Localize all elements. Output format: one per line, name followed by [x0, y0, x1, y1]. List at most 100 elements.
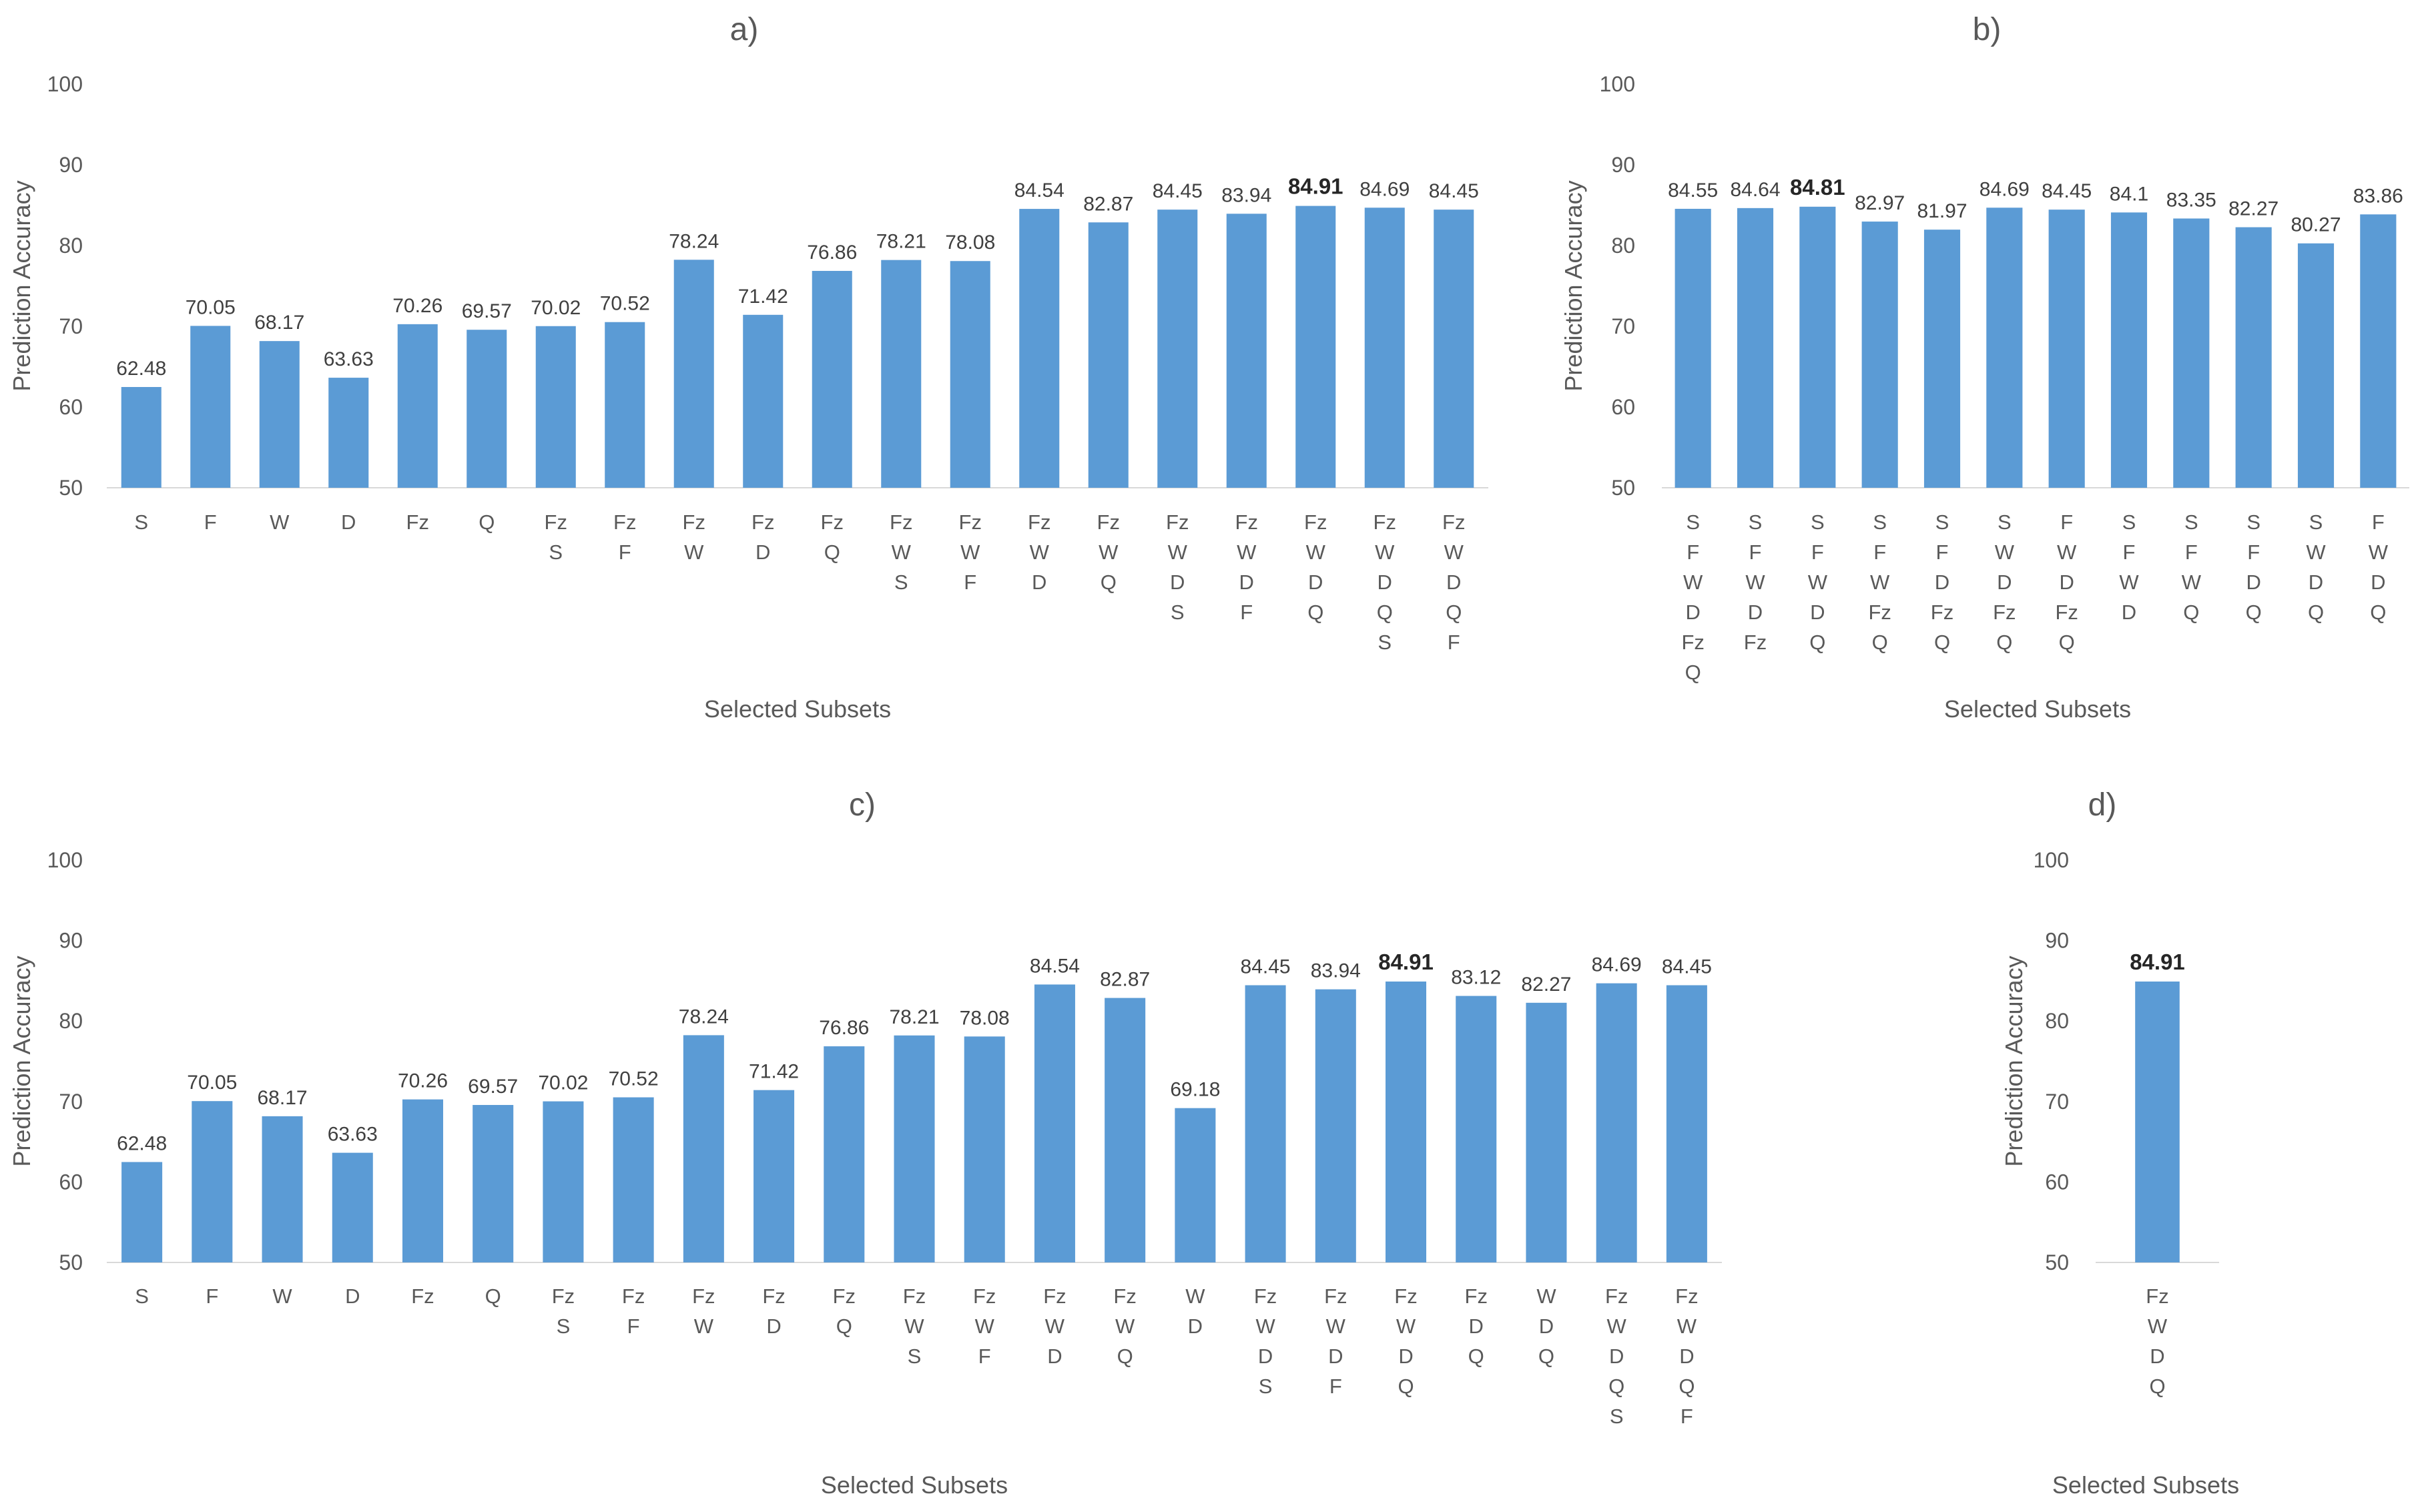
y-tick-label: 100 — [47, 72, 83, 96]
bar — [2297, 243, 2335, 488]
y-tick-label: 80 — [59, 1009, 83, 1033]
data-label: 76.86 — [807, 242, 857, 264]
bar — [673, 260, 714, 488]
bar — [1386, 981, 1427, 1262]
bar — [1799, 206, 1836, 488]
y-axis-title-b: Prediction Accuracy — [1560, 180, 1587, 391]
bar — [605, 322, 645, 488]
data-label: 81.97 — [1917, 200, 1967, 222]
data-label: 82.97 — [1855, 192, 1905, 214]
bar — [1088, 222, 1129, 488]
data-label: 69.18 — [1170, 1079, 1220, 1101]
y-tick-label: 50 — [1611, 476, 1635, 500]
data-label: 84.1 — [2110, 183, 2148, 205]
y-tick-label: 90 — [2045, 929, 2069, 953]
data-label: 70.05 — [187, 1072, 237, 1094]
category-label: W — [272, 1284, 292, 1308]
y-axis-title-c: Prediction Accuracy — [8, 956, 35, 1166]
bar — [473, 1104, 514, 1262]
y-tick-label: 80 — [1611, 234, 1635, 258]
category-label: Q — [485, 1284, 501, 1308]
y-tick-label: 80 — [2045, 1009, 2069, 1033]
category-label: Fz W D Q S — [1605, 1284, 1628, 1428]
panel-title-d: d) — [2088, 787, 2117, 823]
category-label: Fz Q — [833, 1284, 856, 1338]
bar — [950, 261, 990, 488]
bar — [192, 1101, 233, 1262]
category-label: Fz Q — [821, 510, 844, 564]
category-label: Fz S — [552, 1284, 575, 1338]
bar — [2135, 981, 2180, 1262]
data-label: 84.81 — [1790, 175, 1845, 200]
bar — [1315, 989, 1356, 1262]
data-label: 71.42 — [738, 286, 788, 308]
data-label: 84.45 — [1429, 180, 1479, 202]
bar — [1364, 208, 1405, 488]
category-label: Fz D Q — [1465, 1284, 1488, 1368]
bar — [535, 326, 576, 488]
y-axis-title-d: Prediction Accuracy — [2000, 956, 2028, 1166]
y-tick-label: 50 — [2045, 1250, 2069, 1274]
category-label: F W D Fz Q — [2055, 510, 2078, 654]
data-label: 84.69 — [1592, 954, 1642, 976]
bar — [1034, 984, 1075, 1262]
data-label: 69.57 — [468, 1076, 518, 1098]
data-label: 76.86 — [819, 1017, 869, 1039]
category-label: S F W Fz Q — [1868, 510, 1891, 654]
data-label: 82.87 — [1083, 193, 1133, 215]
category-label: W — [270, 510, 290, 534]
category-label: Fz W D F — [1235, 510, 1258, 624]
bar — [2360, 214, 2397, 488]
y-tick-label: 60 — [59, 1170, 83, 1194]
category-label: Fz W D — [1043, 1284, 1066, 1368]
data-label: 62.48 — [117, 1132, 167, 1154]
data-label: 78.08 — [945, 232, 995, 254]
category-label: S W D Fz Q — [1993, 510, 2016, 654]
data-label: 63.63 — [328, 1124, 378, 1146]
panel-title-c: c) — [849, 787, 876, 823]
chart-panel-a: a) Prediction Accuracy 50 60 70 80 90 100 62.48 S… — [8, 12, 1488, 723]
bar — [1019, 209, 1060, 488]
data-label: 70.26 — [398, 1070, 448, 1092]
category-label: Fz W — [692, 1284, 715, 1338]
category-label: Fz W D Q F — [1442, 510, 1465, 654]
bar — [2110, 212, 2148, 488]
bar — [1456, 996, 1497, 1262]
y-tick-label: 50 — [59, 476, 83, 500]
data-label: 69.57 — [462, 300, 512, 322]
bar — [1675, 208, 1711, 488]
data-label: 82.87 — [1100, 969, 1150, 991]
y-tick-label: 60 — [1611, 395, 1635, 419]
data-label: 68.17 — [258, 1087, 308, 1109]
bar — [812, 270, 852, 488]
bar — [1175, 1108, 1216, 1262]
category-label: F — [204, 510, 217, 534]
y-tick-label: 90 — [59, 929, 83, 953]
data-label: 84.91 — [1378, 950, 1434, 974]
bar — [2235, 227, 2272, 488]
chart-panel-c: c) Prediction Accuracy 50 60 70 80 90 100 62.48 S… — [8, 787, 1722, 1499]
data-label: 70.52 — [609, 1068, 659, 1090]
category-label: Fz — [406, 510, 429, 534]
y-axis-title-a: Prediction Accuracy — [8, 180, 35, 391]
y-tick-label: 90 — [59, 153, 83, 177]
bar — [397, 324, 438, 488]
bar — [1295, 206, 1336, 488]
category-label: Fz D — [751, 510, 774, 564]
y-tick-label: 70 — [1611, 314, 1635, 338]
data-label: 78.24 — [679, 1006, 729, 1028]
data-label: 84.45 — [1662, 956, 1712, 978]
data-label: 83.86 — [2353, 185, 2403, 207]
bar — [2048, 210, 2085, 488]
data-label: 78.08 — [960, 1007, 1010, 1029]
category-label: Fz W — [683, 510, 705, 564]
y-tick-label: 60 — [2045, 1170, 2069, 1194]
bar — [1737, 208, 1774, 488]
category-label: Fz W D Q F — [1675, 1284, 1698, 1428]
bar — [1226, 214, 1267, 488]
data-label: 82.27 — [2228, 198, 2279, 220]
